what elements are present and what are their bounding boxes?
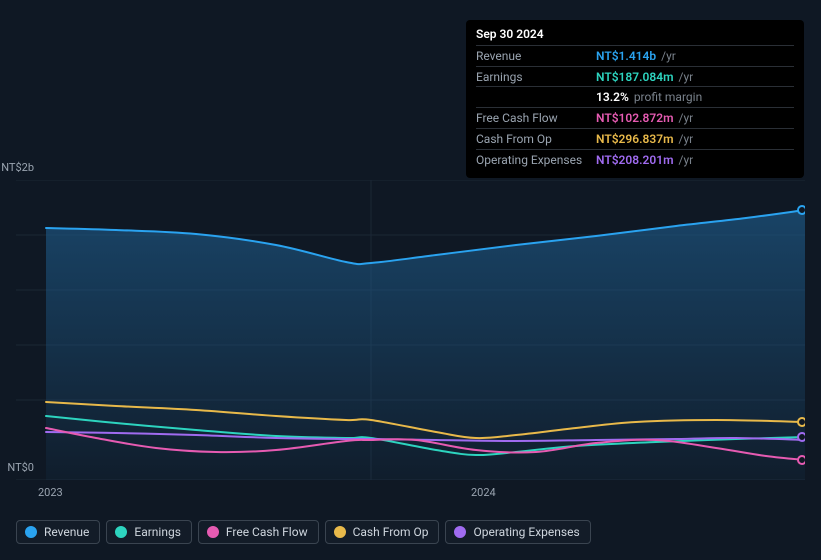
tooltip-row-suffix: profit margin	[631, 90, 702, 104]
legend-label: Cash From Op	[353, 525, 429, 539]
chart-tooltip: Sep 30 2024 RevenueNT$1.414b /yrEarnings…	[466, 20, 804, 178]
tooltip-row-label: Revenue	[476, 48, 596, 65]
tooltip-date: Sep 30 2024	[476, 26, 794, 45]
chart-area	[16, 180, 805, 480]
x-axis-label: 2023	[38, 486, 63, 499]
legend-dot-icon	[115, 526, 127, 538]
tooltip-row: Free Cash FlowNT$102.872m /yr	[476, 107, 794, 128]
legend-label: Earnings	[134, 525, 181, 539]
tooltip-row-value: NT$102.872m	[596, 111, 674, 125]
tooltip-row-value: 13.2%	[596, 90, 629, 104]
tooltip-row-value: NT$208.201m	[596, 153, 674, 167]
legend-dot-icon	[25, 526, 37, 538]
tooltip-row-suffix: /yr	[658, 49, 676, 63]
legend-dot-icon	[334, 526, 346, 538]
tooltip-row: RevenueNT$1.414b /yr	[476, 45, 794, 66]
chart-svg	[16, 180, 805, 480]
tooltip-row: Cash From OpNT$296.837m /yr	[476, 128, 794, 149]
x-axis-label: 2024	[471, 486, 496, 499]
y-axis-label: NT$2b	[0, 161, 34, 174]
tooltip-row: EarningsNT$187.084m /yr	[476, 66, 794, 87]
legend-item-earnings[interactable]: Earnings	[106, 520, 192, 544]
tooltip-row-label: Cash From Op	[476, 131, 596, 148]
tooltip-row-label	[476, 89, 596, 106]
tooltip-row-value: NT$187.084m	[596, 70, 674, 84]
legend-dot-icon	[454, 526, 466, 538]
legend-item-cash-from-op[interactable]: Cash From Op	[325, 520, 440, 544]
legend: Revenue Earnings Free Cash Flow Cash From O…	[16, 520, 591, 544]
legend-item-free-cash-flow[interactable]: Free Cash Flow	[198, 520, 319, 544]
tooltip-row-suffix: /yr	[676, 132, 694, 146]
tooltip-row-label: Operating Expenses	[476, 152, 596, 169]
legend-item-operating-expenses[interactable]: Operating Expenses	[445, 520, 590, 544]
tooltip-row-suffix: /yr	[676, 70, 694, 84]
tooltip-row-label: Earnings	[476, 69, 596, 86]
legend-label: Revenue	[44, 525, 89, 539]
legend-dot-icon	[207, 526, 219, 538]
legend-label: Free Cash Flow	[226, 525, 308, 539]
tooltip-row-value: NT$296.837m	[596, 132, 674, 146]
tooltip-row-label: Free Cash Flow	[476, 110, 596, 127]
tooltip-row-suffix: /yr	[676, 111, 694, 125]
legend-item-revenue[interactable]: Revenue	[16, 520, 100, 544]
tooltip-row-value: NT$1.414b	[596, 49, 656, 63]
tooltip-row: Operating ExpensesNT$208.201m /yr	[476, 149, 794, 170]
tooltip-row: 13.2% profit margin	[476, 86, 794, 107]
legend-label: Operating Expenses	[473, 525, 579, 539]
tooltip-row-suffix: /yr	[676, 153, 694, 167]
